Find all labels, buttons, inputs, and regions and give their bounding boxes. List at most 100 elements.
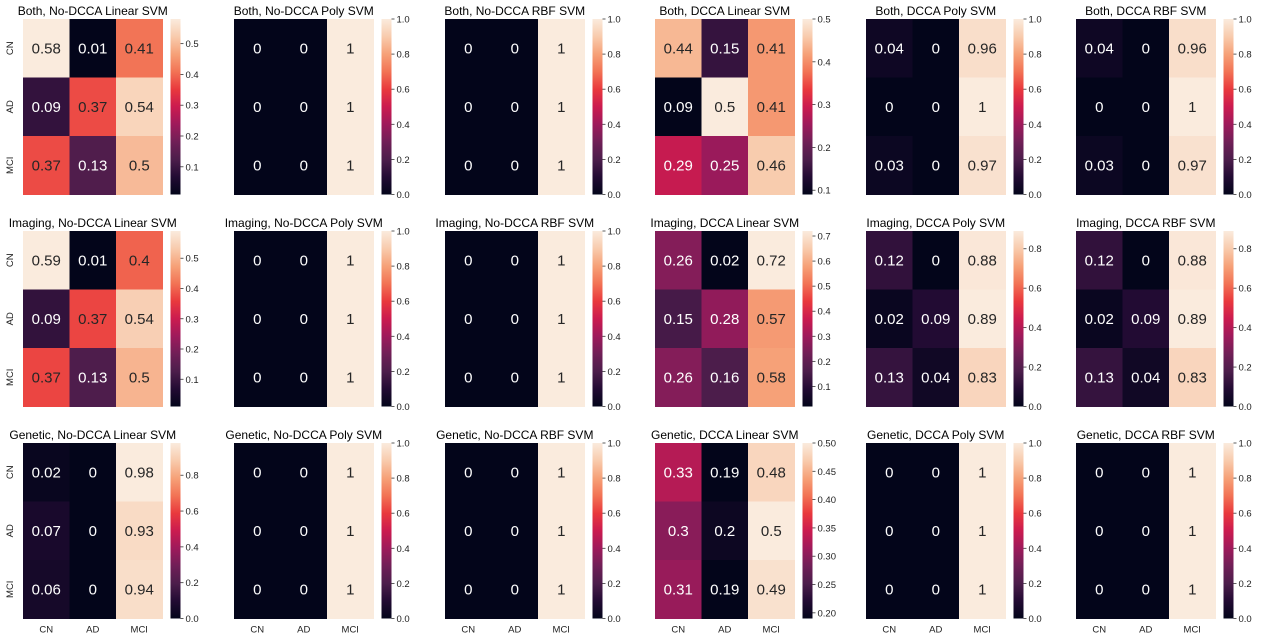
cell-value-label: 1 bbox=[557, 157, 565, 174]
cell-value-label: 0 bbox=[932, 523, 940, 540]
colorbar-tick-label: 1.0 bbox=[608, 439, 621, 450]
cell-value-label: 0 bbox=[300, 464, 308, 481]
colorbar bbox=[802, 19, 813, 195]
heatmap-cell bbox=[748, 560, 795, 619]
x-tick-label: AD bbox=[508, 625, 521, 636]
heatmap-cell bbox=[748, 289, 795, 349]
cell-value-label: 0.44 bbox=[664, 40, 693, 57]
heatmap-cell bbox=[280, 77, 328, 137]
heatmap-cell bbox=[445, 501, 492, 561]
colorbar-tick-label: 0.4 bbox=[186, 542, 199, 553]
heatmap-cell bbox=[748, 443, 795, 502]
heatmap-cell bbox=[23, 501, 70, 561]
cell-value-label: 0 bbox=[1142, 40, 1150, 57]
cell-value-label: 0.97 bbox=[968, 157, 997, 174]
heatmap-cell bbox=[1122, 136, 1170, 195]
heatmap-cell bbox=[912, 501, 960, 561]
heatmap-cell bbox=[701, 501, 749, 561]
cell-value-label: 0.09 bbox=[32, 99, 61, 116]
heatmap-cell bbox=[116, 231, 163, 290]
cell-value-label: 0 bbox=[464, 252, 472, 269]
heatmap-cell bbox=[748, 19, 795, 78]
cell-value-label: 0.02 bbox=[32, 464, 61, 481]
colorbar-tick-label: 1.0 bbox=[397, 439, 410, 450]
heatmap-panel: Both, No-DCCA Linear SVM 0.58 0.01 0.41 0.09… bbox=[5, 4, 199, 195]
heatmap-cell bbox=[491, 289, 539, 349]
cell-value-label: 0.72 bbox=[757, 252, 786, 269]
colorbar-tick-label: 0.7 bbox=[818, 232, 831, 243]
cell-value-label: 1 bbox=[346, 581, 354, 598]
heatmap-cell bbox=[234, 19, 281, 78]
heatmap-cell bbox=[959, 231, 1006, 290]
cell-value-label: 0 bbox=[932, 464, 940, 481]
heatmap-cell bbox=[959, 501, 1006, 561]
heatmap-cell bbox=[116, 19, 163, 78]
cell-value-label: 0 bbox=[300, 99, 308, 116]
x-tick-label: AD bbox=[1139, 625, 1152, 636]
heatmap-cell bbox=[445, 348, 492, 407]
cell-value-label: 0.03 bbox=[1085, 157, 1114, 174]
cell-value-label: 0.93 bbox=[125, 523, 154, 540]
heatmap-cell bbox=[748, 501, 795, 561]
heatmap-cell bbox=[959, 77, 1006, 137]
cell-value-label: 1 bbox=[978, 523, 986, 540]
colorbar bbox=[170, 443, 181, 619]
heatmap-cell bbox=[1169, 136, 1216, 195]
colorbar-tick-label: 0.4 bbox=[608, 332, 621, 343]
heatmap-cell bbox=[69, 501, 117, 561]
cell-value-label: 0.98 bbox=[125, 464, 154, 481]
cell-value-label: 0.12 bbox=[1085, 252, 1114, 269]
y-tick-label: CN bbox=[5, 41, 16, 55]
heatmap-cell bbox=[280, 560, 328, 619]
x-tick-label: MCI bbox=[131, 625, 148, 636]
colorbar-tick-label: 0.4 bbox=[818, 307, 831, 318]
heatmap-cell bbox=[959, 289, 1006, 349]
colorbar-tick-label: 0.2 bbox=[818, 143, 831, 154]
heatmap-cell bbox=[701, 19, 749, 78]
heatmap-cell bbox=[69, 348, 117, 407]
cell-value-label: 0 bbox=[253, 157, 261, 174]
heatmap-cell bbox=[491, 136, 539, 195]
colorbar-tick-label: 0.8 bbox=[1029, 50, 1042, 61]
colorbar-tick-label: 1.0 bbox=[1239, 439, 1252, 450]
colorbar-tick-label: 0.4 bbox=[1239, 323, 1252, 334]
cell-value-label: 0.13 bbox=[1085, 369, 1114, 386]
heatmap-panel: Genetic, No-DCCA Linear SVM 0.02 0 0.98 0.07… bbox=[5, 428, 199, 636]
cell-value-label: 0.5 bbox=[129, 369, 150, 386]
heatmap-cell bbox=[1169, 443, 1216, 502]
cell-value-label: 0.88 bbox=[968, 252, 997, 269]
heatmap-cell bbox=[538, 560, 585, 619]
colorbar-tick-label: 0.4 bbox=[397, 120, 410, 131]
cell-value-label: 1 bbox=[978, 99, 986, 116]
colorbar-tick-label: 0.8 bbox=[1239, 50, 1252, 61]
colorbar-tick-label: 0.0 bbox=[1239, 402, 1252, 413]
colorbar bbox=[381, 231, 392, 407]
cell-value-label: 0 bbox=[300, 311, 308, 328]
colorbar-tick-label: 0.2 bbox=[1239, 363, 1252, 374]
cell-value-label: 0.04 bbox=[875, 40, 904, 57]
cell-value-label: 0.58 bbox=[32, 40, 61, 57]
heatmap-title: Imaging, DCCA RBF SVM bbox=[1076, 216, 1215, 230]
heatmap-cell bbox=[701, 348, 749, 407]
colorbar-tick-label: 0.0 bbox=[186, 614, 199, 625]
cell-value-label: 0 bbox=[511, 99, 519, 116]
cell-value-label: 0.96 bbox=[1178, 40, 1207, 57]
heatmap-title: Genetic, DCCA Linear SVM bbox=[651, 428, 798, 442]
heatmap-title: Imaging, No-DCCA RBF SVM bbox=[435, 216, 594, 230]
cell-value-label: 0.09 bbox=[1131, 311, 1160, 328]
heatmap-cell bbox=[116, 136, 163, 195]
colorbar-tick-label: 0.4 bbox=[818, 57, 831, 68]
heatmap-cell bbox=[866, 501, 913, 561]
heatmap-cell bbox=[912, 443, 960, 502]
y-tick-label: AD bbox=[5, 100, 16, 113]
cell-value-label: 0 bbox=[253, 369, 261, 386]
cell-value-label: 0 bbox=[89, 581, 97, 598]
colorbar-tick-label: 0.2 bbox=[608, 367, 621, 378]
cell-value-label: 0.25 bbox=[710, 157, 739, 174]
cell-value-label: 0 bbox=[89, 523, 97, 540]
cell-value-label: 0.97 bbox=[1178, 157, 1207, 174]
cell-value-label: 0.5 bbox=[761, 523, 782, 540]
colorbar-tick-label: 1.0 bbox=[608, 15, 621, 26]
